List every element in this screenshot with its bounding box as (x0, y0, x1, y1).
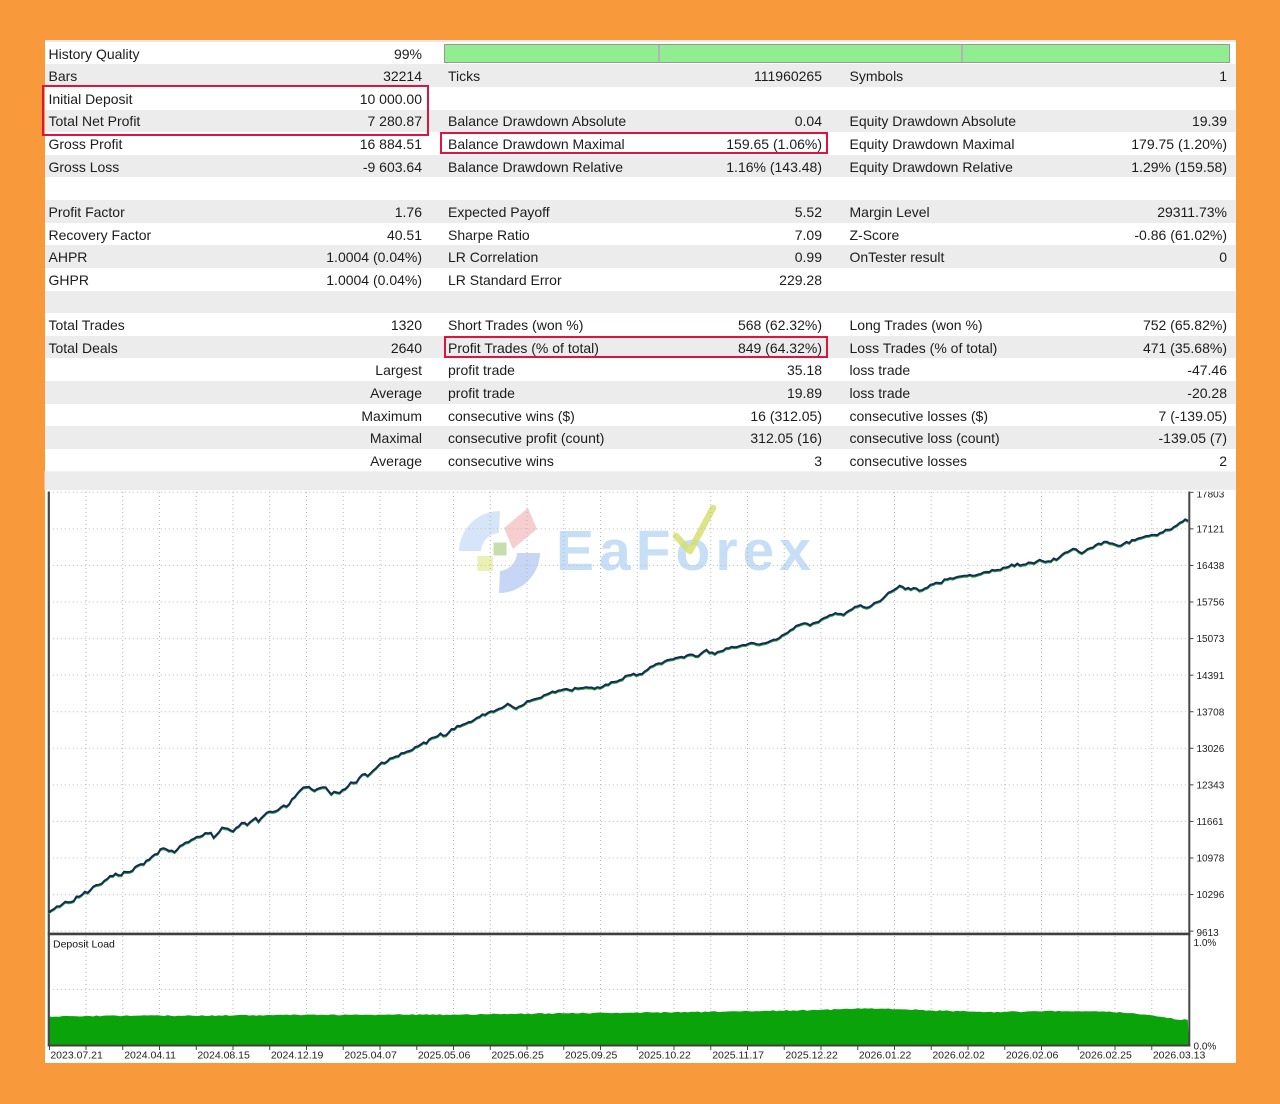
svg-text:14391: 14391 (1197, 671, 1225, 682)
svg-text:9613: 9613 (1197, 928, 1220, 939)
svg-text:2024.08.15: 2024.08.15 (197, 1050, 250, 1062)
svg-text:Deposit Load: Deposit Load (53, 939, 115, 951)
svg-text:2025.10.22: 2025.10.22 (638, 1050, 691, 1062)
svg-text:16438: 16438 (1197, 561, 1225, 572)
svg-text:2025.11.17: 2025.11.17 (712, 1050, 764, 1062)
svg-text:2025.06.25: 2025.06.25 (491, 1050, 544, 1062)
svg-text:11661: 11661 (1197, 817, 1225, 828)
svg-text:0.0%: 0.0% (1194, 1042, 1217, 1053)
svg-text:17121: 17121 (1197, 524, 1225, 535)
svg-text:13708: 13708 (1197, 707, 1225, 718)
svg-text:17803: 17803 (1197, 490, 1225, 501)
svg-text:2025.12.22: 2025.12.22 (785, 1050, 838, 1062)
svg-text:2023.07.21: 2023.07.21 (50, 1050, 103, 1062)
svg-text:10978: 10978 (1197, 854, 1225, 865)
svg-text:2024.04.11: 2024.04.11 (124, 1050, 176, 1062)
svg-text:10296: 10296 (1197, 890, 1225, 901)
svg-text:2025.09.25: 2025.09.25 (565, 1050, 618, 1062)
svg-text:2025.05.06: 2025.05.06 (418, 1050, 471, 1062)
svg-text:12343: 12343 (1197, 780, 1225, 791)
svg-text:2026.03.13: 2026.03.13 (1153, 1050, 1206, 1062)
svg-text:13026: 13026 (1197, 744, 1225, 755)
svg-text:15756: 15756 (1197, 598, 1225, 609)
svg-text:2025.04.07: 2025.04.07 (344, 1050, 397, 1062)
svg-text:EaForex: EaForex (556, 519, 816, 583)
svg-text:2026.02.25: 2026.02.25 (1079, 1050, 1132, 1062)
svg-text:2026.02.06: 2026.02.06 (1006, 1050, 1059, 1062)
svg-text:2024.12.19: 2024.12.19 (271, 1050, 324, 1062)
svg-text:15073: 15073 (1197, 634, 1225, 645)
svg-text:2026.02.02: 2026.02.02 (932, 1050, 985, 1062)
svg-text:1.0%: 1.0% (1194, 938, 1217, 949)
svg-text:2026.01.22: 2026.01.22 (859, 1050, 912, 1062)
